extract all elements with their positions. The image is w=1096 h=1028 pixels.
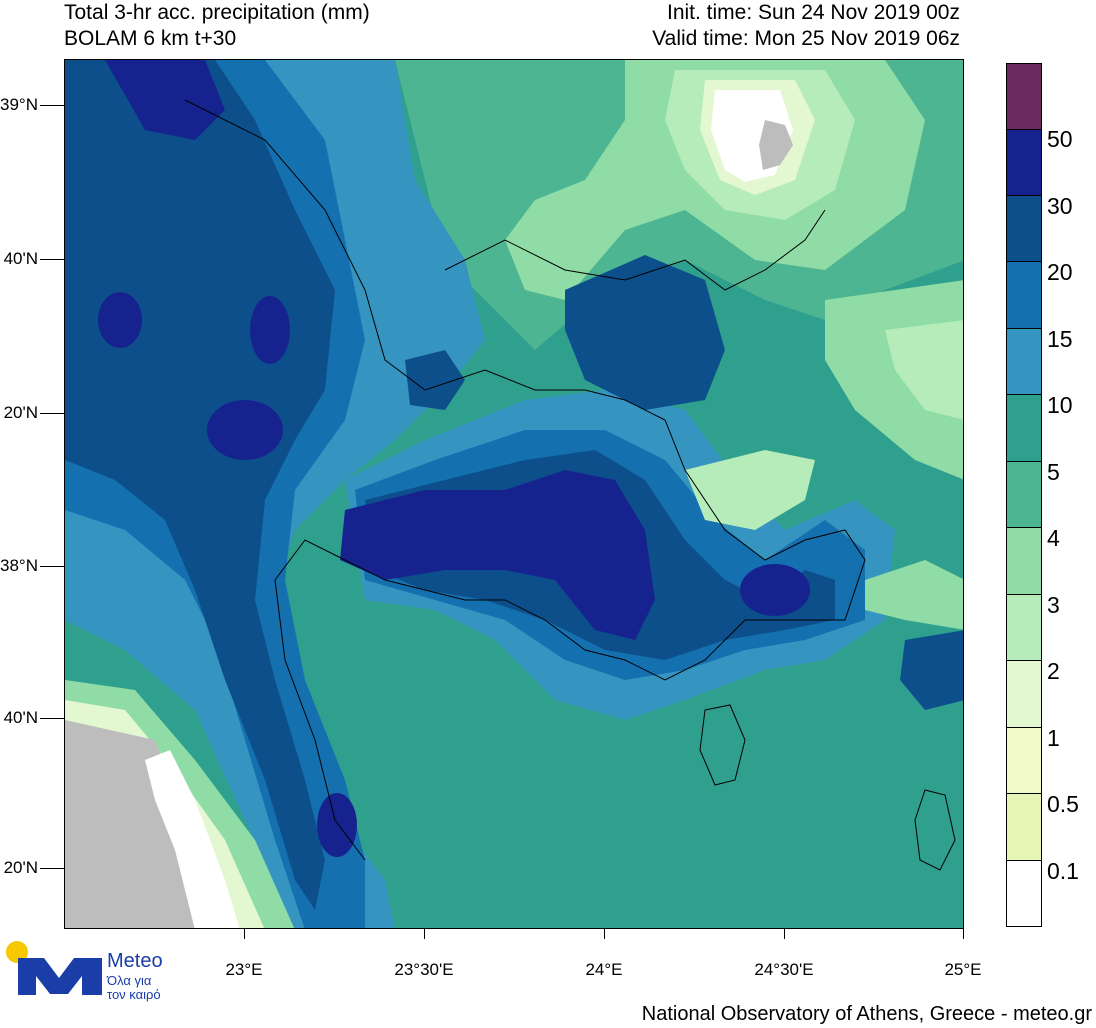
logo-tagline: Όλα για	[107, 973, 152, 988]
land-mask-north	[759, 120, 793, 170]
init-time: Init. time: Sun 24 Nov 2019 00z	[666, 1, 960, 24]
lat-label: 20'N	[3, 403, 38, 422]
field-30mm-southeast	[900, 630, 963, 710]
lon-label: 23°E	[225, 960, 263, 979]
lat-tick	[40, 718, 64, 719]
field-30mm-center-small	[405, 350, 465, 410]
colorbar-label: 4	[1047, 525, 1060, 551]
colorbar-label: 20	[1047, 259, 1073, 285]
precipitation-field	[65, 60, 963, 928]
colorbar-label: 0.1	[1047, 858, 1079, 884]
lat-label: 40'N	[3, 249, 38, 268]
logo-tagline: τον καιρό	[107, 987, 161, 1002]
lat-tick	[40, 105, 64, 106]
precipitation-map	[64, 59, 964, 929]
colorbar-segment	[1007, 595, 1041, 661]
lat-tick	[40, 566, 64, 567]
lat-label: 20'N	[3, 858, 38, 877]
island-outline	[699, 704, 746, 786]
colorbar-label: 0.5	[1047, 791, 1079, 817]
colorbar-label: 15	[1047, 326, 1073, 352]
header-left: Total 3-hr acc. precipitation (mm) BOLAM…	[64, 0, 370, 52]
lon-tick	[244, 929, 245, 939]
colorbar-segment	[1007, 395, 1041, 462]
meteo-logo	[6, 941, 102, 995]
lat-tick	[40, 259, 64, 260]
colorbar-label: 10	[1047, 392, 1073, 418]
colorbar-label: 30	[1047, 193, 1073, 219]
valid-time: Valid time: Mon 25 Nov 2019 06z	[652, 27, 960, 50]
field-50mm-west-a	[98, 292, 142, 348]
land-mask-southwest	[65, 720, 205, 928]
field-50mm-central	[340, 470, 655, 640]
model-run: BOLAM 6 km t+30	[64, 27, 237, 50]
lon-tick	[424, 929, 425, 939]
colorbar-label: 2	[1047, 658, 1060, 684]
field-30mm-north-central	[565, 255, 725, 410]
field-50mm-west-c	[207, 400, 283, 460]
field-1mm-east	[885, 320, 963, 420]
lon-tick	[604, 929, 605, 939]
coastline	[184, 99, 866, 861]
lon-label: 24°E	[585, 960, 623, 979]
lon-label: 23°30'E	[394, 960, 454, 979]
colorbar-segment	[1007, 196, 1041, 262]
colorbar-segment	[1007, 661, 1041, 728]
field-30mm-west	[65, 60, 335, 910]
lat-tick	[40, 413, 64, 414]
lon-label: 24°30'E	[754, 960, 814, 979]
lat-label: 40'N	[3, 708, 38, 727]
coastline-north	[444, 209, 826, 291]
footer-credit: National Observatory of Athens, Greece -…	[641, 1003, 1092, 1025]
lon-label: 25°E	[944, 960, 982, 979]
colorbar-segment	[1007, 728, 1041, 794]
lat-label: 39°N	[0, 95, 38, 114]
colorbar	[1006, 63, 1042, 927]
lat-label: 38°N	[0, 556, 38, 575]
colorbar-segment	[1007, 64, 1041, 130]
map-title: Total 3-hr acc. precipitation (mm)	[64, 1, 370, 24]
colorbar-segment	[1007, 794, 1041, 861]
field-50mm-west-b	[250, 296, 290, 364]
lon-tick	[784, 929, 785, 939]
colorbar-segment	[1007, 462, 1041, 528]
colorbar-segment	[1007, 329, 1041, 395]
field-50mm-east	[740, 564, 810, 616]
island-outline-east	[914, 789, 956, 871]
colorbar-segment	[1007, 262, 1041, 329]
field-2mm-southeast	[865, 560, 963, 630]
logo-m-mark	[18, 958, 102, 995]
field-2mm-central-east	[685, 450, 815, 530]
lon-tick	[963, 929, 964, 939]
field-50mm-south	[317, 793, 357, 857]
field-0-1mm-southwest	[145, 750, 240, 928]
colorbar-label: 3	[1047, 592, 1060, 618]
logo-sun-icon	[6, 941, 28, 963]
colorbar-segment	[1007, 130, 1041, 196]
header-right: Init. time: Sun 24 Nov 2019 00z Valid ti…	[652, 0, 960, 52]
colorbar-segment	[1007, 528, 1041, 595]
field-50mm-west-top	[105, 60, 225, 140]
colorbar-segment	[1007, 861, 1041, 926]
colorbar-label: 1	[1047, 725, 1060, 751]
colorbar-label: 5	[1047, 459, 1060, 485]
logo-name: Meteo	[107, 950, 163, 972]
colorbar-label: 50	[1047, 126, 1073, 152]
lat-tick	[40, 868, 64, 869]
